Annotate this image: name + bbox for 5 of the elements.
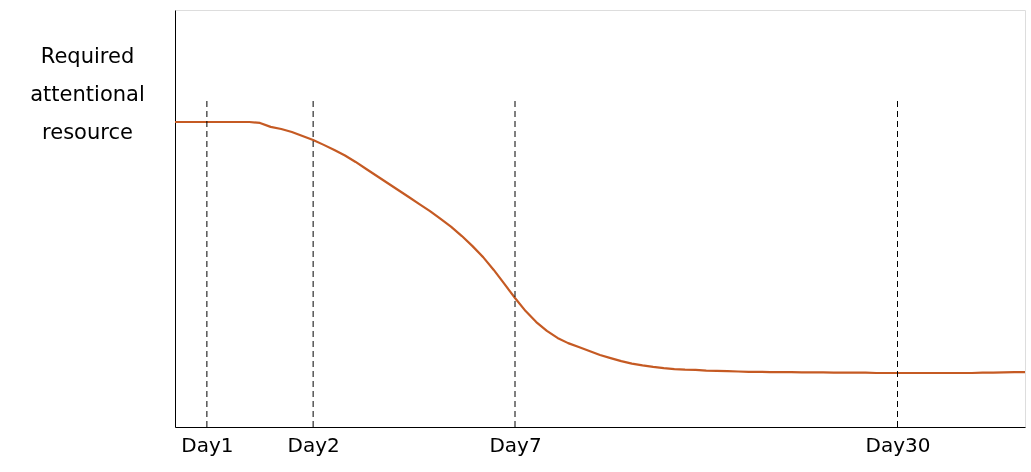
y-axis-title: Required attentional resource bbox=[30, 43, 145, 144]
x-tick-label: Day30 bbox=[865, 432, 931, 457]
x-tick-label: Day7 bbox=[489, 432, 542, 457]
x-tick-label: Day1 bbox=[181, 432, 234, 457]
x-tick-label: Day2 bbox=[287, 432, 340, 457]
